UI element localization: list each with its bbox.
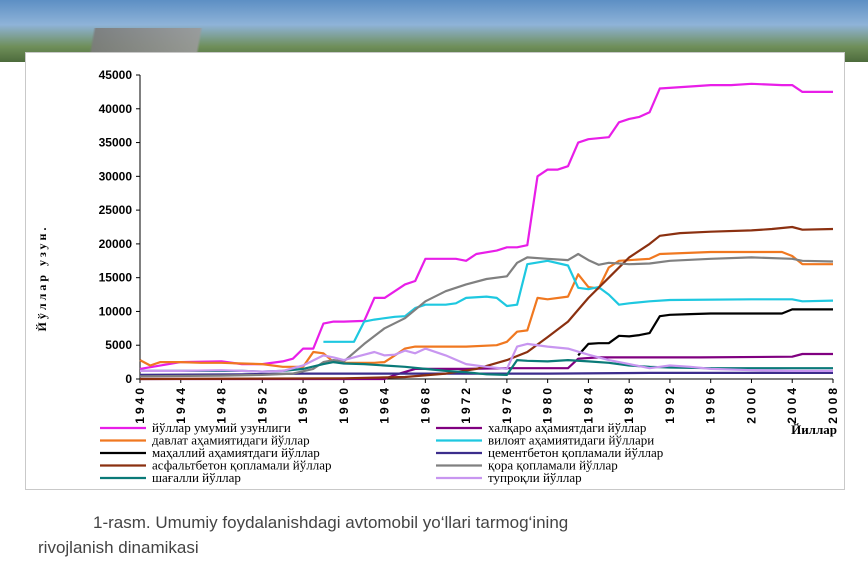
series-line-0 [139,82,833,370]
x-tick-label: 1956 [296,385,310,424]
x-tick-label: 1952 [255,385,269,424]
y-tick-label: 10000 [99,304,133,318]
y-tick-label: 15000 [99,271,133,285]
figure-caption: 1-rasm. Umumiy foydalanishdagi avtomobil… [38,510,838,560]
x-tick-label: 1984 [581,385,595,424]
x-tick-label: 1968 [418,385,432,424]
x-tick-label: 1960 [337,385,351,424]
x-tick-label: 1940 [133,385,147,424]
legend: йўллар умумий узунлиги халқаро аҳамиятдаг… [100,420,663,485]
header-banner [0,0,868,68]
legend-label: вилоят аҳамиятидаги йўллари [488,433,654,448]
x-tick-label: 1980 [541,385,555,424]
series-line-9 [140,342,833,373]
y-tick-label: 30000 [99,169,133,183]
axes [139,75,833,380]
series-line-3 [323,259,834,343]
legend-label: асфальтбетон қопламали йўллар [152,458,332,473]
series-line-4 [577,308,833,357]
legend-label: йўллар умумий узунлиги [152,420,291,435]
y-tick-label: 25000 [99,203,133,217]
x-tick-label: 1992 [663,385,677,424]
legend-label: шағалли йўллар [152,470,241,485]
chart-frame: 0 5000 10000 15000 20000 25000 30000 35000 40000… [25,52,845,490]
y-tick-label: 35000 [99,136,133,150]
x-axis-ticks: 1940 1944 1948 1952 1956 1960 1964 1968 1972 1976… [133,379,840,424]
legend-label: тупроқли йўллар [488,470,582,485]
caption-line-1: 1-rasm. Umumiy foydalanishdagi avtomobil… [93,513,569,532]
x-tick-label: 2004 [785,385,799,424]
series-line-2 [139,250,833,368]
legend-label: давлат аҳамиятидаги йўллар [152,433,310,448]
x-tick-label: 1996 [704,385,718,424]
x-tick-label: 1964 [378,385,392,424]
y-tick-label: 40000 [99,102,133,116]
x-tick-label: 2000 [744,385,758,424]
x-tick-label: 1948 [215,385,229,424]
y-tick-label: 5000 [105,338,132,352]
y-tick-label: 0 [125,372,132,386]
y-axis-title: Йўллар узун. [35,225,49,332]
x-tick-label: 2008 [826,385,840,424]
y-axis-ticks: 0 5000 10000 15000 20000 25000 30000 35000 40000… [99,68,140,386]
y-tick-label: 45000 [99,68,133,82]
x-tick-label: 1972 [459,385,473,424]
legend-label: қора қопламали йўллар [488,458,618,473]
caption-line-2: rivojlanish dinamikasi [38,538,199,557]
x-tick-label: 1988 [622,385,636,424]
x-tick-label: 1944 [174,385,188,424]
line-chart: 0 5000 10000 15000 20000 25000 30000 35000 40000… [35,68,840,485]
legend-label: цементбетон қопламали йўллар [488,445,663,460]
x-tick-label: 1976 [500,385,514,424]
y-tick-label: 20000 [99,237,133,251]
legend-label: халқаро аҳамиятдаги йўллар [488,420,646,435]
series-line-7 [139,252,834,378]
series-lines [139,82,834,381]
legend-label: маҳаллий аҳамиятдаги йўллар [152,445,320,460]
x-axis-title: Йиллар [791,422,837,437]
